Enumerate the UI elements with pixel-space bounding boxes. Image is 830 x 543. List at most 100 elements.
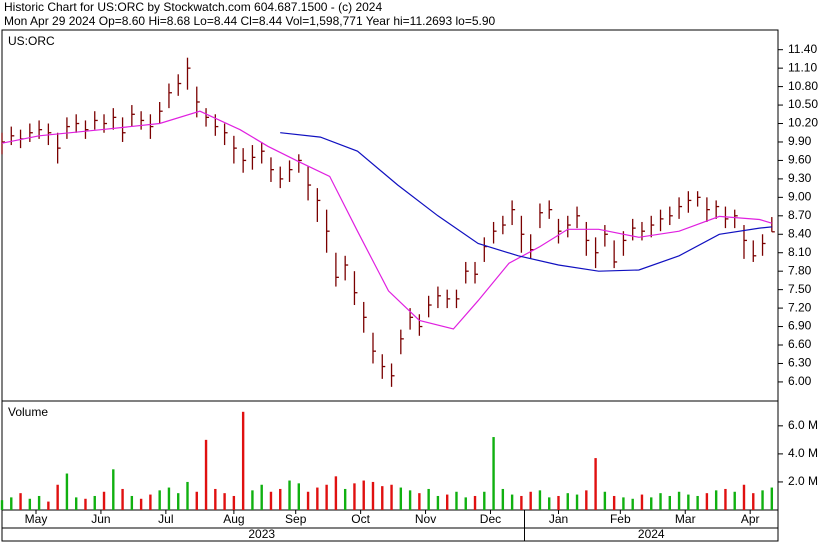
volume-bar bbox=[158, 490, 161, 510]
volume-bar bbox=[548, 497, 551, 510]
y-tick-label: 7.20 bbox=[788, 300, 812, 314]
volume-bar bbox=[74, 497, 78, 510]
volume-bar bbox=[464, 497, 467, 510]
volume-bar bbox=[10, 497, 13, 510]
y-tick-label: 7.50 bbox=[788, 282, 812, 296]
x-tick-label: Jun bbox=[91, 512, 110, 526]
y-tick-label: 10.20 bbox=[788, 116, 818, 130]
volume-bar bbox=[56, 484, 59, 510]
volume-bar bbox=[288, 480, 291, 510]
volume-bar bbox=[529, 491, 532, 510]
moving-average bbox=[280, 132, 772, 272]
volume-bar bbox=[418, 493, 421, 510]
volume-bar bbox=[427, 488, 430, 510]
volume-bar bbox=[668, 495, 671, 510]
symbol-label: US:ORC bbox=[8, 34, 55, 48]
volume-bar bbox=[316, 487, 319, 510]
volume-bar bbox=[47, 501, 50, 510]
year-label: 2023 bbox=[248, 527, 275, 541]
volume-bar bbox=[733, 491, 736, 510]
x-tick-label: Feb bbox=[610, 512, 631, 526]
volume-bar bbox=[223, 493, 226, 510]
y-tick-label: 11.10 bbox=[788, 60, 817, 74]
volume-bar bbox=[575, 494, 579, 510]
volume-bar bbox=[585, 490, 588, 510]
y-tick-label: 9.00 bbox=[788, 190, 812, 204]
chart-subtitle: Mon Apr 29 2024 Op=8.60 Hi=8.68 Lo=8.44 … bbox=[4, 14, 496, 28]
volume-bar bbox=[761, 490, 764, 510]
volume-bar bbox=[167, 487, 171, 510]
volume-bar bbox=[603, 491, 607, 510]
volume-bar bbox=[186, 481, 189, 510]
volume-bar bbox=[538, 490, 542, 510]
volume-bar bbox=[325, 484, 328, 510]
volume-bar bbox=[650, 497, 653, 510]
volume-bar bbox=[445, 494, 449, 510]
volume-bar bbox=[594, 458, 597, 510]
volume-bar bbox=[381, 486, 384, 510]
volume-tick-label: 2.0 M bbox=[788, 474, 818, 488]
y-tick-label: 7.80 bbox=[788, 263, 812, 277]
volume-bar bbox=[566, 493, 569, 510]
volume-bar bbox=[28, 498, 32, 510]
volume-bar bbox=[297, 483, 300, 510]
volume-bar bbox=[724, 488, 727, 510]
y-tick-label: 6.30 bbox=[788, 356, 812, 370]
volume-bar bbox=[483, 491, 486, 510]
volume-bar bbox=[279, 488, 282, 510]
chart-title: Historic Chart for US:ORC by Stockwatch.… bbox=[4, 0, 382, 14]
volume-bar bbox=[473, 495, 477, 510]
y-tick-label: 8.70 bbox=[788, 208, 812, 222]
volume-bar bbox=[612, 495, 616, 510]
volume-bar bbox=[362, 480, 365, 510]
volume-bar bbox=[677, 491, 681, 510]
time-axis bbox=[1, 509, 779, 542]
volume-bar bbox=[343, 488, 347, 510]
y-tick-label: 9.90 bbox=[788, 134, 812, 148]
volume-bar bbox=[269, 491, 273, 510]
volume-bar bbox=[640, 494, 644, 510]
volume-bar bbox=[139, 498, 143, 510]
volume-bar bbox=[399, 487, 403, 510]
moving-average bbox=[1, 110, 772, 330]
volume-bar bbox=[353, 483, 356, 510]
volume-bar bbox=[149, 494, 152, 510]
volume-bar bbox=[260, 484, 263, 510]
y-tick-label: 6.90 bbox=[788, 319, 812, 333]
volume-bar bbox=[714, 490, 718, 510]
y-tick-label: 10.80 bbox=[788, 79, 818, 93]
volume-bar bbox=[371, 481, 375, 510]
volume-bar bbox=[195, 491, 198, 510]
volume-bar bbox=[770, 487, 774, 510]
volume-bar bbox=[705, 493, 709, 510]
volume-bar bbox=[520, 495, 523, 510]
y-tick-label: 10.50 bbox=[788, 97, 818, 111]
x-tick-label: Aug bbox=[223, 512, 244, 526]
volume-bar bbox=[37, 495, 41, 510]
x-tick-label: Nov bbox=[415, 512, 436, 526]
x-tick-label: Oct bbox=[351, 512, 370, 526]
y-tick-label: 8.40 bbox=[788, 226, 812, 240]
volume-tick-label: 6.0 M bbox=[788, 418, 818, 432]
volume-bar bbox=[102, 491, 106, 510]
volume-bar bbox=[19, 493, 22, 510]
volume-bar bbox=[557, 495, 560, 510]
volume-bar bbox=[510, 494, 514, 510]
volume-bar bbox=[334, 476, 338, 510]
x-tick-label: Jul bbox=[158, 512, 173, 526]
volume-bar bbox=[306, 491, 310, 510]
volume-bar bbox=[408, 490, 412, 510]
x-tick-label: Dec bbox=[480, 512, 501, 526]
y-tick-label: 8.10 bbox=[788, 245, 812, 259]
volume-bar bbox=[251, 490, 254, 510]
x-tick-label: Jan bbox=[549, 512, 568, 526]
volume-bar bbox=[752, 493, 755, 510]
volume-bar bbox=[390, 484, 393, 510]
volume-tick-label: 4.0 M bbox=[788, 446, 818, 460]
x-tick-label: Sep bbox=[285, 512, 307, 526]
volume-bar bbox=[112, 469, 115, 510]
volume-bar bbox=[177, 493, 180, 510]
